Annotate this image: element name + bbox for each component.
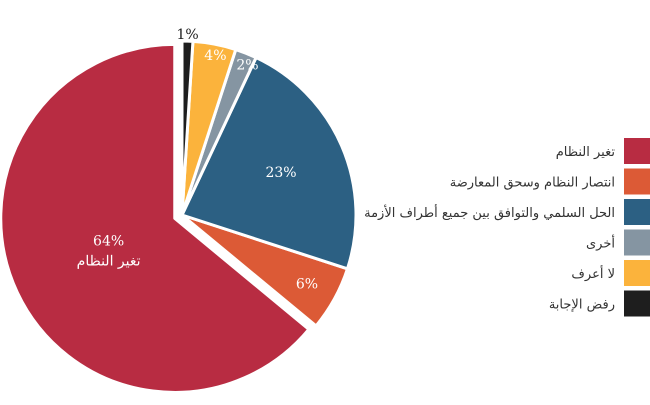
- legend-label: الحل السلمي والتوافق بين جميع أطراف الأز…: [364, 204, 615, 221]
- slice-value-label: 6%: [296, 277, 318, 293]
- slice-value-label: 23%: [265, 165, 296, 181]
- pie-slice-labels: 64% تغير النظام 6% 23% 2% 4% 1%: [77, 27, 318, 293]
- pie-slice: [180, 56, 358, 271]
- legend-swatch: [624, 168, 650, 195]
- legend-label: أخرى: [586, 235, 615, 252]
- pie-slices: [0, 39, 358, 394]
- slice-value-label: 64%: [93, 234, 124, 250]
- legend-label: لا أعرف: [571, 265, 615, 282]
- slice-value-label: 1%: [176, 27, 198, 43]
- legend-label: رفض الإجابة: [549, 298, 615, 313]
- legend-swatch: [624, 229, 650, 256]
- legend-label: تغير النظام: [556, 145, 616, 160]
- slice-value-label: 4%: [204, 48, 226, 64]
- legend-swatch: [624, 290, 650, 317]
- legend: تغير النظام انتصار النظام وسحق المعارضة ال…: [364, 138, 650, 317]
- pie-slice: [180, 39, 195, 217]
- legend-swatch: [624, 138, 650, 164]
- pie-slice: [0, 42, 311, 394]
- legend-swatch: [624, 199, 650, 225]
- legend-label: انتصار النظام وسحق المعارضة: [450, 176, 615, 191]
- legend-swatch: [624, 260, 650, 286]
- slice-category-label: تغير النظام: [77, 254, 141, 270]
- slice-value-label: 2%: [236, 58, 258, 74]
